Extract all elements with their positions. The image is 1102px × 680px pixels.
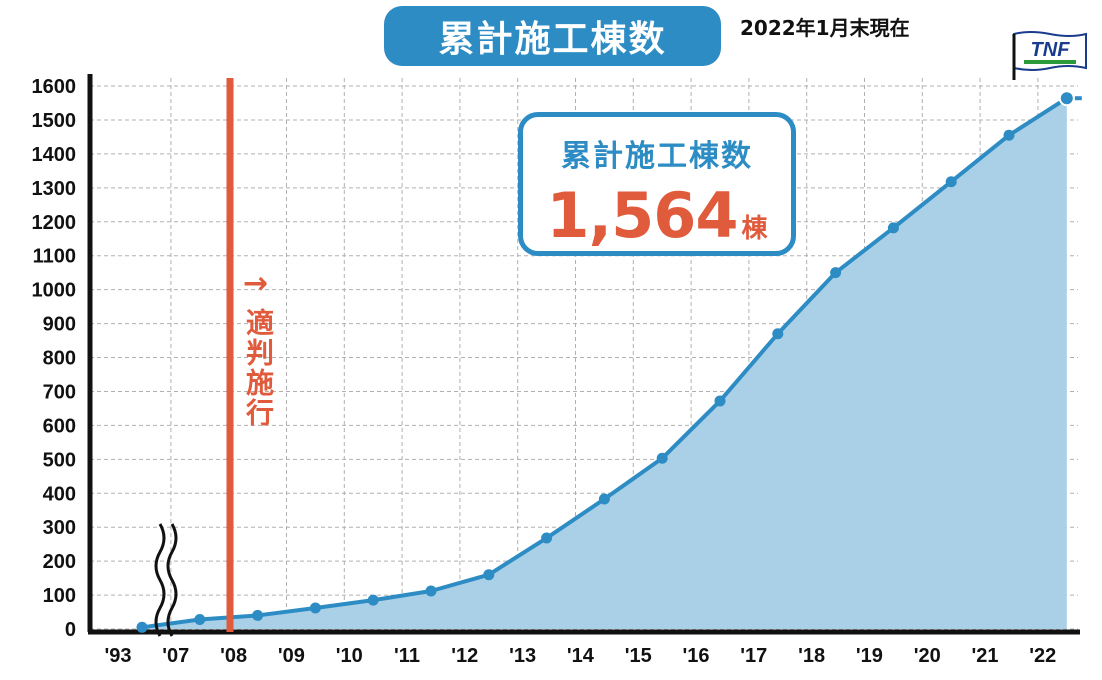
x-tick-label: '14	[567, 645, 595, 667]
x-tick-labels: '93 '07 '08 '09 '10 '11 '12 '13 '14 '15 '16 '17 '18 '…	[104, 645, 1056, 667]
data-point	[1003, 129, 1015, 141]
y-tick-label: 300	[43, 517, 76, 539]
x-tick-label: '07	[162, 645, 189, 667]
law-annotation: 適判施行	[242, 308, 275, 428]
axis-break	[154, 523, 178, 637]
x-tick-label: '17	[740, 645, 767, 667]
data-point	[598, 493, 610, 505]
x-tick-label: '15	[625, 645, 652, 667]
data-point	[945, 176, 957, 188]
x-tick-label: '93	[104, 645, 131, 667]
data-point	[887, 222, 899, 234]
y-tick-label: 400	[43, 483, 76, 505]
x-tick-label: '20	[914, 645, 941, 667]
data-point	[1058, 90, 1075, 107]
y-tick-label: 0	[65, 619, 76, 641]
break-squiggle	[154, 523, 166, 637]
data-point	[367, 594, 379, 606]
x-tick-label: '21	[971, 645, 998, 667]
y-tick-label: 1200	[32, 212, 77, 234]
axes	[87, 74, 1080, 635]
data-point	[772, 328, 784, 340]
total-badge: 累計施工棟数 1,564 棟	[518, 112, 796, 256]
y-tick-label: 100	[43, 585, 76, 607]
logo-text: TNF	[1031, 39, 1071, 61]
badge-value-row: 1,564 棟	[523, 179, 791, 252]
x-tick-label: '12	[451, 645, 478, 667]
break-squiggle	[166, 523, 178, 637]
y-tick-label: 1100	[33, 246, 76, 268]
right-arrow-icon: →	[243, 266, 269, 301]
badge-label: 累計施工棟数	[561, 139, 753, 174]
badge-unit: 棟	[741, 214, 768, 244]
area-fill	[142, 98, 1067, 629]
data-point	[656, 452, 668, 464]
x-tick-label: '08	[220, 645, 247, 667]
data-point	[714, 395, 726, 407]
data-point	[309, 602, 321, 614]
y-tick-label: 800	[43, 348, 76, 370]
badge-value: 1,564	[546, 179, 738, 252]
y-tick-label: 200	[43, 551, 76, 573]
x-tick-label: '11	[394, 645, 420, 667]
y-tick-label: 600	[43, 415, 76, 437]
y-tick-label: 1500	[32, 110, 77, 132]
data-point	[136, 621, 148, 633]
data-point	[541, 532, 553, 544]
data-point	[252, 609, 264, 621]
x-tick-label: '22	[1029, 645, 1056, 667]
y-tick-label: 1000	[32, 280, 77, 302]
y-tick-label: 1600	[32, 76, 77, 98]
data-point	[483, 569, 495, 581]
data-point	[425, 585, 437, 597]
x-tick-label: '19	[856, 645, 883, 667]
tnf-flag-logo: TNF	[1012, 31, 1087, 80]
x-tick-label: '18	[798, 645, 825, 667]
y-tick-label: 1400	[32, 144, 77, 166]
y-tick-label: 700	[43, 381, 76, 403]
x-tick-label: '13	[509, 645, 536, 667]
y-tick-label: 900	[43, 314, 76, 336]
data-points	[136, 90, 1075, 633]
as-of-date: 2022年1月末現在	[740, 16, 910, 40]
y-tick-label: 1300	[32, 178, 77, 200]
chart-title: 累計施工棟数	[384, 6, 721, 66]
x-tick-label: '16	[682, 645, 709, 667]
y-tick-labels: 0 100 200 300 400 500 600 700 800 900 1000 1100 1200…	[32, 76, 77, 641]
x-tick-label: '09	[278, 645, 305, 667]
area-shape	[142, 98, 1067, 629]
data-point	[194, 613, 206, 625]
y-tick-label: 500	[43, 449, 76, 471]
x-tick-label: '10	[336, 645, 363, 667]
data-point	[830, 267, 842, 279]
